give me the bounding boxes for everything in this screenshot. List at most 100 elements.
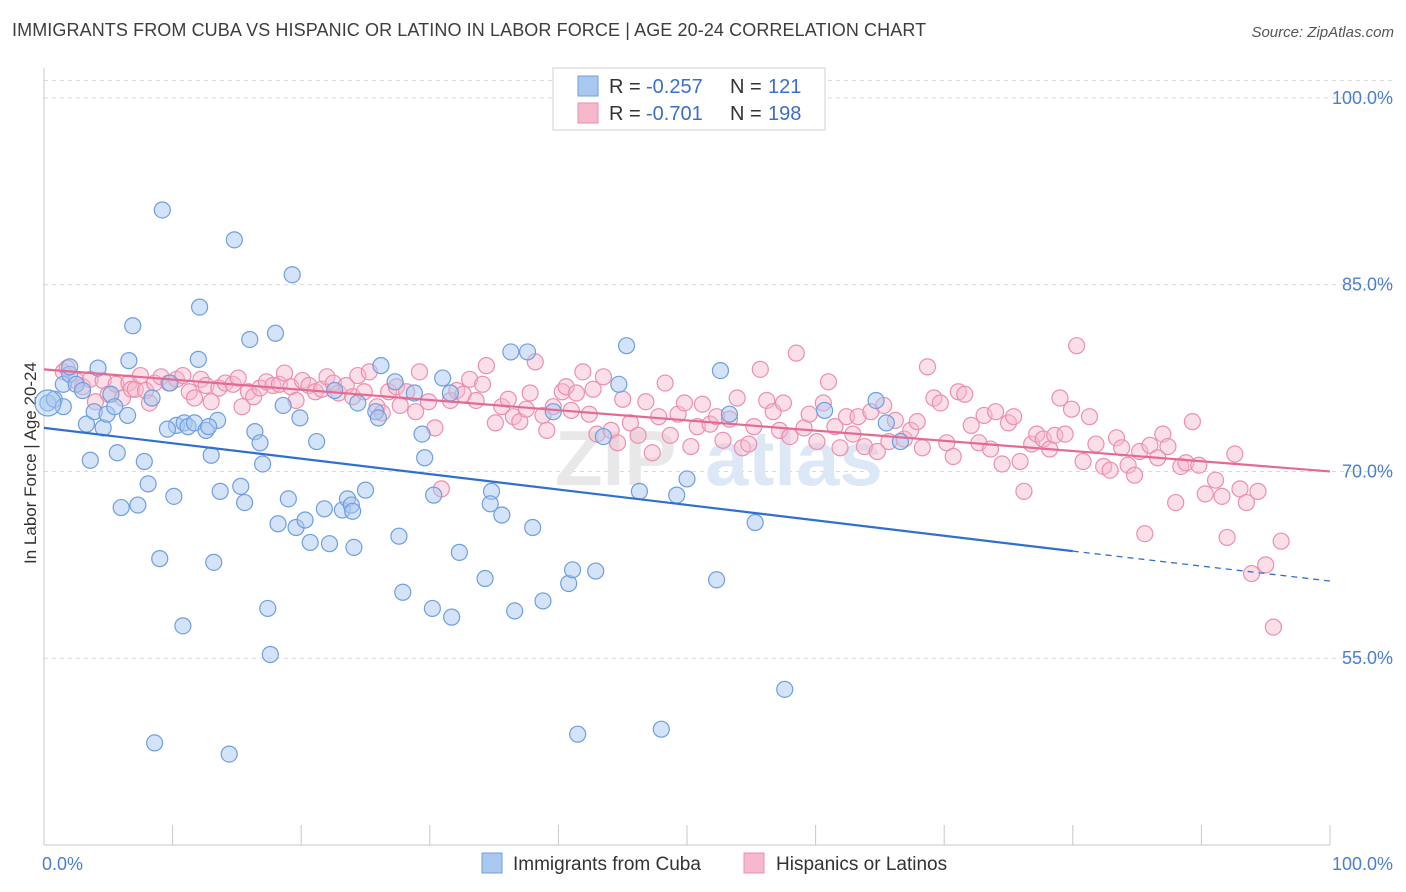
data-point-blue <box>135 452 153 471</box>
legend-bottom-swatch-pink <box>743 852 765 874</box>
data-point-blue <box>205 553 223 571</box>
data-point-blue <box>668 486 686 504</box>
data-point-blue <box>34 389 62 417</box>
watermark: ZIP atlas <box>555 414 883 502</box>
trendlines <box>43 368 1331 582</box>
data-point-pink <box>1226 445 1244 463</box>
data-point-pink <box>714 431 732 449</box>
data-point-blue <box>108 444 126 462</box>
data-point-pink <box>993 455 1011 473</box>
data-point-pink <box>1074 452 1092 471</box>
data-point-pink <box>1196 485 1214 503</box>
trendline-blue-extension <box>1072 550 1331 582</box>
y-tick-labels: 55.0% 70.0% 85.0% 100.0% <box>1332 88 1393 668</box>
legend-r-label-2: R = <box>609 103 641 125</box>
data-point-blue <box>476 569 494 588</box>
series-hispanics-or-latinos <box>54 337 1290 636</box>
data-point-pink <box>584 380 602 398</box>
data-point-blue <box>563 561 582 579</box>
data-point-pink <box>675 394 694 412</box>
data-point-blue <box>443 608 461 626</box>
data-point-blue <box>450 543 468 561</box>
data-point-blue <box>165 487 183 505</box>
data-point-pink <box>643 444 661 462</box>
data-point-pink <box>1183 413 1201 431</box>
y-tick-label: 85.0% <box>1342 275 1393 295</box>
data-point-blue <box>326 381 344 400</box>
data-point-pink <box>656 374 674 392</box>
legend-swatch-pink <box>577 102 599 124</box>
data-point-blue <box>630 482 649 500</box>
data-point-pink <box>473 375 492 393</box>
data-point-pink <box>1080 408 1099 426</box>
data-point-blue <box>372 357 390 375</box>
data-point-pink <box>774 394 793 412</box>
data-point-pink <box>1141 436 1159 454</box>
data-point-pink <box>962 416 980 434</box>
data-point-blue <box>524 518 542 537</box>
data-point-pink <box>751 360 769 378</box>
data-point-blue <box>145 734 164 752</box>
data-point-blue <box>291 409 309 427</box>
data-point-pink <box>1249 482 1267 500</box>
data-point-blue <box>423 599 441 618</box>
data-point-pink <box>781 427 799 446</box>
data-point-pink <box>1125 466 1144 484</box>
data-point-pink <box>245 388 263 406</box>
data-point-blue <box>617 337 636 355</box>
data-point-pink <box>521 384 539 402</box>
data-point-blue <box>261 645 279 664</box>
data-point-pink <box>233 398 251 416</box>
data-point-blue <box>143 389 161 407</box>
data-point-pink <box>800 405 818 423</box>
data-point-pink <box>1068 337 1086 355</box>
data-point-pink <box>808 432 826 451</box>
data-point-pink <box>122 380 141 398</box>
data-point-pink <box>1015 482 1033 500</box>
data-point-pink <box>849 408 867 426</box>
data-point-pink <box>826 418 844 436</box>
data-point-pink <box>1237 493 1256 512</box>
data-point-blue <box>112 498 130 517</box>
data-point-pink <box>1062 400 1081 418</box>
data-point-blue <box>151 550 169 568</box>
data-point-pink <box>918 358 937 376</box>
data-point-blue <box>308 432 326 451</box>
data-point-blue <box>225 231 243 249</box>
legend-r-value-2: -0.701 <box>646 103 703 125</box>
data-point-blue <box>189 350 207 368</box>
data-point-blue <box>120 352 138 370</box>
data-point-blue <box>236 493 254 512</box>
data-point-pink <box>868 442 886 461</box>
data-point-pink <box>1056 425 1074 443</box>
data-point-blue <box>544 403 562 421</box>
legend-bottom-label-blue: Immigrants from Cuba <box>513 854 701 875</box>
data-point-blue <box>413 425 431 443</box>
data-point-pink <box>594 368 613 386</box>
data-point-blue <box>877 414 895 432</box>
data-point-blue <box>106 398 124 416</box>
data-point-pink <box>407 403 425 421</box>
data-point-blue <box>867 391 885 410</box>
data-point-pink <box>855 437 874 456</box>
data-point-pink <box>517 400 535 418</box>
data-point-pink <box>661 426 679 444</box>
data-point-blue <box>274 396 292 415</box>
data-point-pink <box>1005 408 1023 426</box>
data-point-pink <box>1087 435 1105 453</box>
data-point-blue <box>296 511 314 529</box>
data-point-blue <box>534 592 552 610</box>
data-point-pink <box>461 370 479 388</box>
data-point-blue <box>493 506 511 524</box>
data-point-pink <box>1213 487 1231 505</box>
data-point-blue <box>569 725 587 743</box>
data-point-blue <box>89 359 107 377</box>
data-point-blue <box>269 515 287 533</box>
legend-n-label-1: N = <box>730 76 762 98</box>
data-point-pink <box>419 393 438 411</box>
data-point-blue <box>610 375 628 393</box>
data-point-blue <box>254 455 272 473</box>
data-point-blue <box>434 369 452 387</box>
data-point-blue <box>481 495 499 513</box>
data-point-pink <box>264 376 282 395</box>
